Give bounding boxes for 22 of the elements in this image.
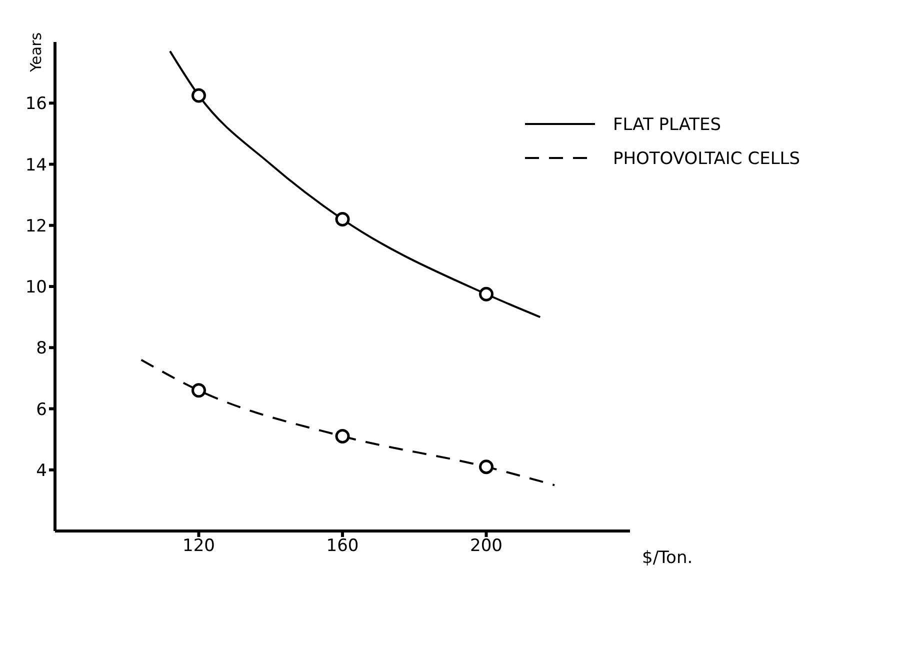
point bbox=[192, 88, 206, 103]
point bbox=[479, 286, 494, 302]
y-tick-label: 8 bbox=[36, 338, 47, 359]
x-tick-label: 200 bbox=[470, 536, 502, 556]
y-axis-title: Years bbox=[27, 32, 45, 73]
x-tick-label: 120 bbox=[182, 536, 215, 556]
line-series bbox=[140, 358, 556, 486]
line-series bbox=[169, 50, 542, 318]
y-tick-label: 14 bbox=[25, 155, 47, 176]
x-axis-title: $/Ton. bbox=[642, 548, 693, 568]
y-tick-label: 10 bbox=[25, 278, 47, 298]
y-tick-label: 4 bbox=[36, 460, 47, 481]
point bbox=[335, 429, 350, 444]
point bbox=[479, 460, 494, 474]
point bbox=[192, 383, 206, 398]
x-tick-label: 160 bbox=[326, 536, 359, 556]
y-tick-label: 12 bbox=[25, 216, 47, 236]
y-tick-label: 6 bbox=[36, 400, 47, 420]
legend-label: PHOTOVOLTAIC CELLS bbox=[613, 149, 800, 169]
point bbox=[335, 212, 350, 227]
legend-label: FLAT PLATES bbox=[613, 115, 722, 135]
y-tick-label: 16 bbox=[25, 94, 47, 114]
